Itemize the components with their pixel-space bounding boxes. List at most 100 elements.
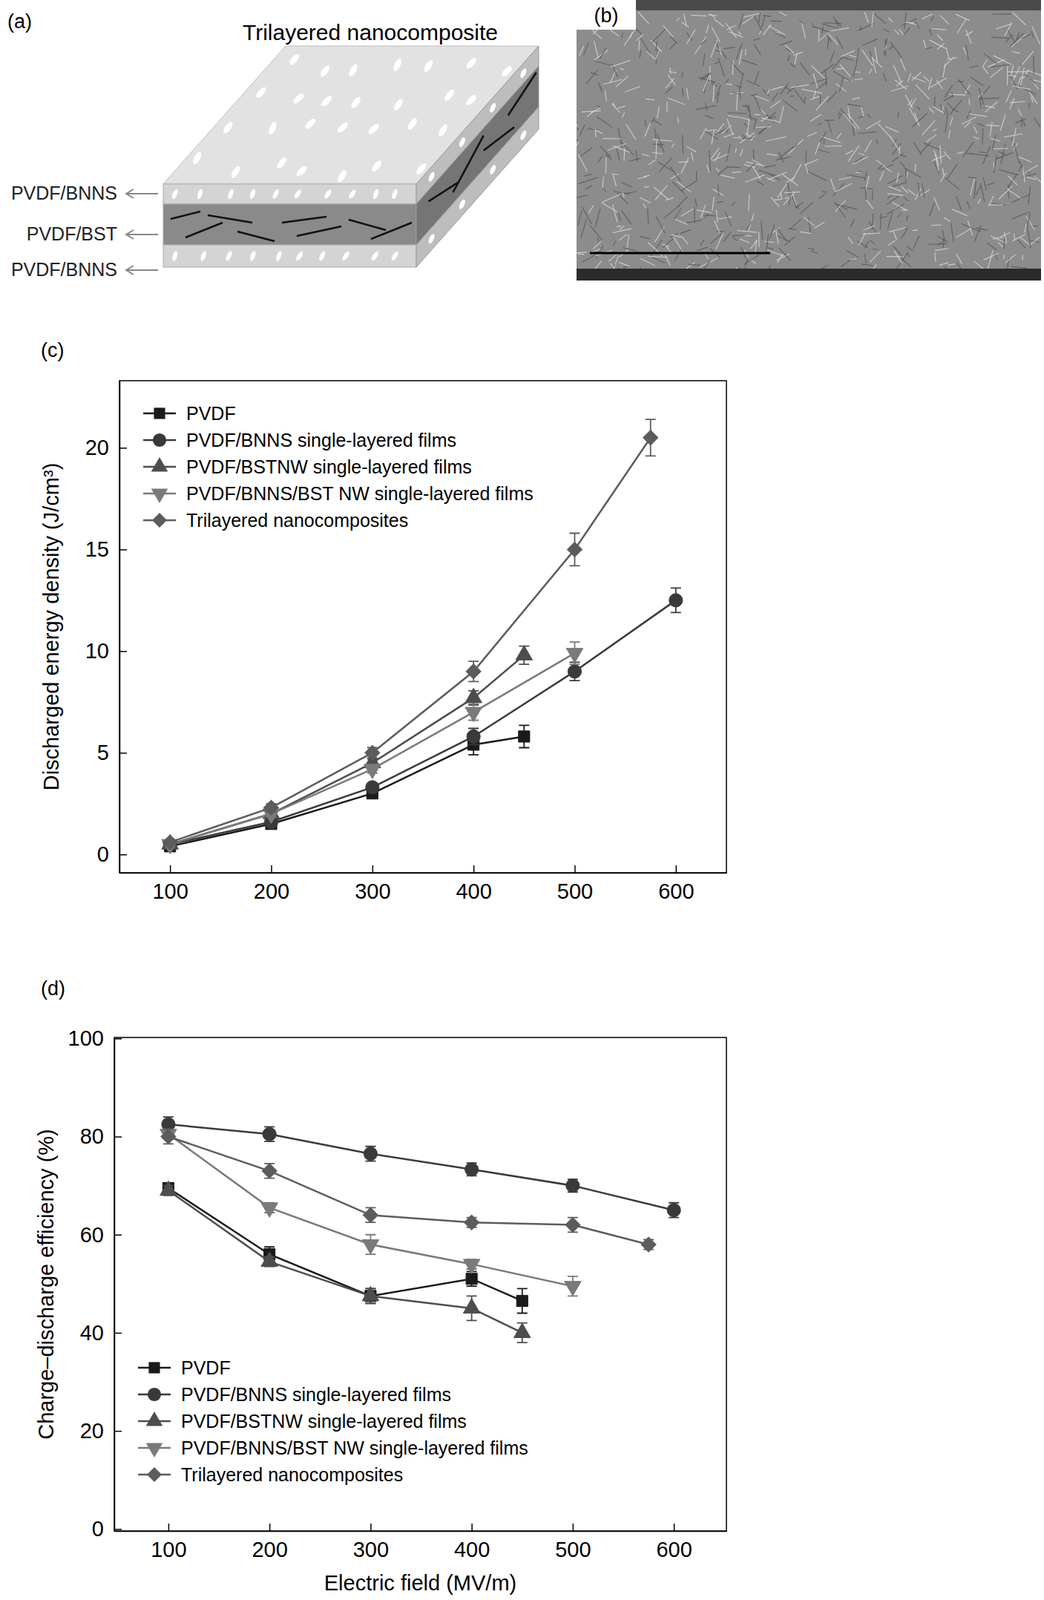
sem-texture xyxy=(914,188,921,200)
sem-texture xyxy=(921,120,935,136)
marker xyxy=(261,1163,277,1179)
sem-texture xyxy=(843,113,857,130)
sem-texture xyxy=(847,103,863,107)
sem-texture xyxy=(730,92,744,94)
sem-texture xyxy=(678,161,689,163)
scale-bar xyxy=(589,252,771,255)
sem-texture xyxy=(655,140,657,159)
sem-texture xyxy=(712,196,714,211)
sem-texture xyxy=(725,23,737,38)
sem-texture xyxy=(1023,120,1025,127)
sem-texture xyxy=(794,89,806,104)
sem-image: (b) xyxy=(566,0,1044,287)
x-tick: 100 xyxy=(150,1523,187,1562)
sem-texture xyxy=(792,193,797,206)
sem-texture xyxy=(963,141,974,157)
sem-texture xyxy=(1011,34,1027,47)
sem-texture xyxy=(739,49,743,65)
sem-texture xyxy=(754,16,763,32)
sem-texture xyxy=(605,90,607,102)
sem-texture xyxy=(998,186,1013,200)
sem-texture xyxy=(674,208,682,220)
sem-texture xyxy=(1032,55,1035,75)
arrow-head xyxy=(126,265,134,275)
sem-texture xyxy=(834,201,846,218)
platelet xyxy=(303,117,318,131)
sem-texture xyxy=(733,137,740,139)
sem-texture xyxy=(743,13,760,18)
sem-texture xyxy=(600,146,611,158)
sem-texture xyxy=(647,255,668,257)
sem-texture xyxy=(926,47,932,49)
sem-texture xyxy=(739,13,744,29)
legend-label: PVDF xyxy=(186,402,236,424)
sem-texture xyxy=(693,207,696,224)
sem-texture xyxy=(810,77,828,84)
sem-texture xyxy=(1000,144,1006,164)
sem-texture xyxy=(723,231,731,242)
sem-texture xyxy=(795,201,803,208)
sem-texture xyxy=(821,64,835,75)
legend-marker xyxy=(147,1387,162,1401)
sem-texture xyxy=(731,171,742,173)
x-tick-label: 600 xyxy=(655,1537,692,1562)
sem-texture xyxy=(931,28,947,31)
side-face xyxy=(416,106,539,268)
sem-texture xyxy=(803,217,815,227)
platelet xyxy=(318,250,327,262)
sem-texture xyxy=(767,89,771,95)
sem-texture xyxy=(1031,31,1034,38)
sem-texture xyxy=(823,138,825,144)
sem-texture xyxy=(1008,74,1016,77)
platelet xyxy=(349,94,363,110)
x-tick: 300 xyxy=(354,865,391,904)
sem-texture xyxy=(793,51,803,56)
sem-texture xyxy=(681,180,698,191)
marker xyxy=(515,645,533,661)
sem-texture xyxy=(915,21,920,29)
sem-texture xyxy=(710,13,717,18)
sem-texture xyxy=(854,78,863,80)
sem-texture xyxy=(670,36,678,44)
sem-texture xyxy=(918,182,921,196)
sem-texture xyxy=(807,132,817,137)
x-tick-mark xyxy=(572,1523,575,1531)
sem-texture xyxy=(638,40,640,51)
platelet xyxy=(370,250,380,262)
front-face xyxy=(163,204,417,245)
sem-texture xyxy=(629,158,642,162)
sem-texture xyxy=(870,250,882,262)
platelet xyxy=(275,250,283,262)
sem-texture xyxy=(923,76,929,82)
nanowire xyxy=(483,126,515,151)
sem-texture xyxy=(854,157,863,163)
sem-texture xyxy=(872,12,886,24)
sem-texture xyxy=(897,212,902,217)
sem-texture xyxy=(686,29,696,44)
sem-texture xyxy=(1020,237,1030,245)
sem-texture xyxy=(767,247,774,250)
sem-texture xyxy=(674,249,682,262)
sem-texture xyxy=(753,149,755,161)
sem-texture xyxy=(989,121,993,137)
sem-texture xyxy=(605,157,607,173)
panel-label: (b) xyxy=(594,4,619,27)
nanowire xyxy=(237,231,275,242)
sem-texture xyxy=(612,145,630,153)
sem-texture xyxy=(582,255,596,262)
sem-texture xyxy=(804,97,806,103)
sem-texture xyxy=(711,153,728,161)
sem-texture xyxy=(578,46,584,56)
sem-texture xyxy=(945,112,948,133)
nanowire xyxy=(170,211,201,219)
sem-texture xyxy=(750,94,758,96)
sem-texture xyxy=(857,132,877,134)
sem-texture xyxy=(1012,212,1030,219)
sem-texture xyxy=(838,177,852,181)
sem-texture xyxy=(733,237,738,242)
sem-texture xyxy=(825,145,843,147)
sem-texture xyxy=(914,163,917,173)
sem-texture xyxy=(652,152,663,154)
y-tick-label: 5 xyxy=(97,740,110,765)
sem-texture xyxy=(944,84,953,98)
